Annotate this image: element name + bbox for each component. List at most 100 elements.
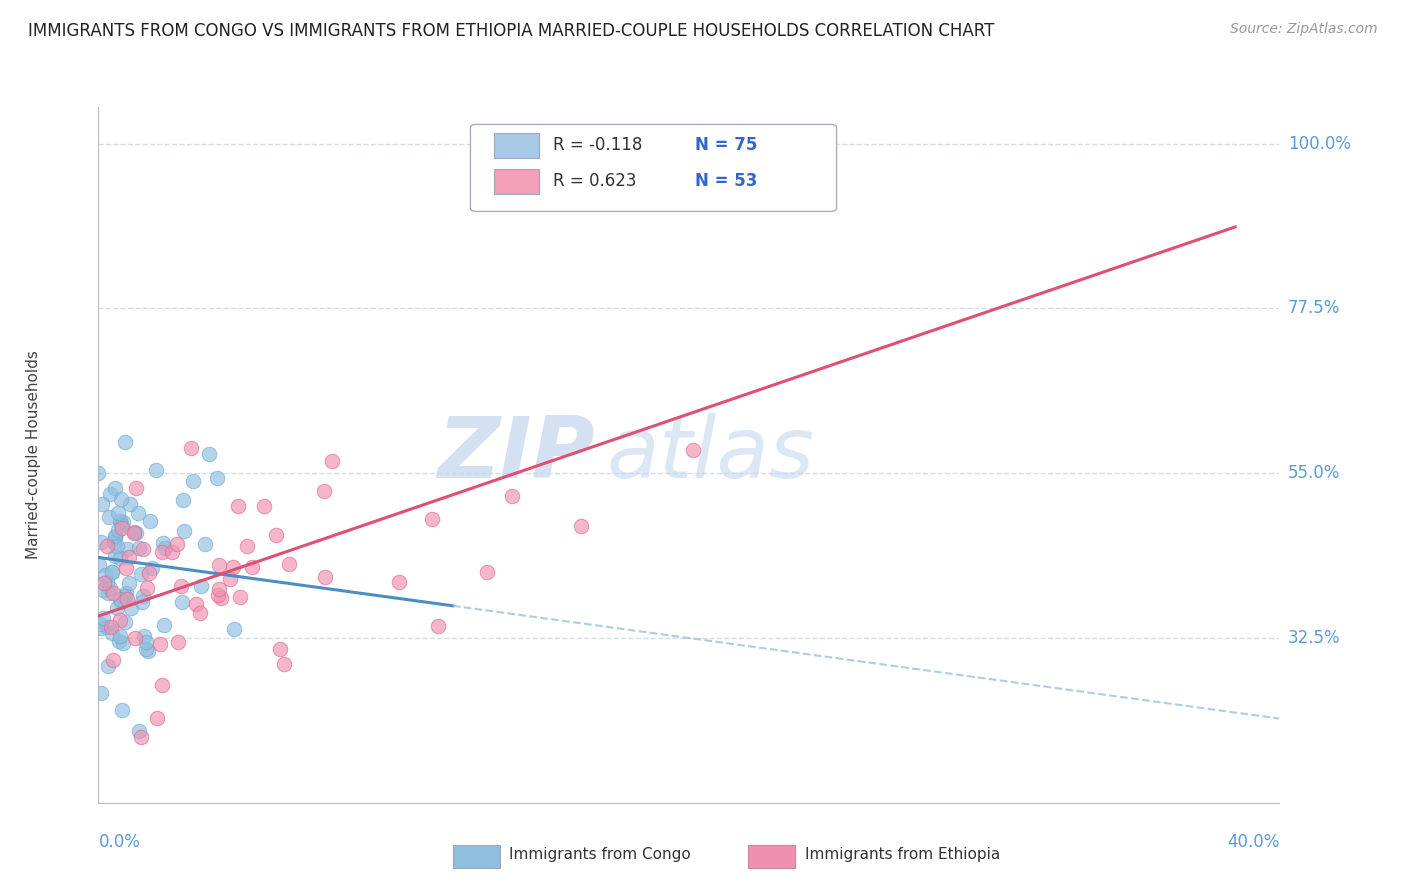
Point: [128, 541, 150, 555]
Point: [104, 531, 127, 545]
Point: [93, 575, 115, 590]
Point: [120, 600, 142, 615]
Point: [569, 519, 592, 533]
Point: [127, 506, 149, 520]
Text: IMMIGRANTS FROM CONGO VS IMMIGRANTS FROM ETHIOPIA MARRIED-COUPLE HOUSEHOLDS CORR: IMMIGRANTS FROM CONGO VS IMMIGRANTS FROM…: [28, 22, 994, 40]
Point: [152, 617, 174, 632]
Point: [181, 474, 204, 488]
Point: [208, 582, 231, 597]
Text: R = 0.623: R = 0.623: [553, 172, 637, 191]
Point: [145, 463, 167, 477]
Point: [100, 487, 122, 501]
Point: [94, 567, 117, 582]
Point: [110, 491, 132, 506]
Point: [101, 653, 124, 667]
Point: [90, 686, 112, 700]
Point: [103, 481, 125, 495]
Point: [145, 711, 167, 725]
Point: [115, 591, 138, 606]
Point: [115, 541, 138, 556]
Point: [120, 497, 142, 511]
Point: [475, 565, 498, 579]
Point: [111, 703, 134, 717]
Point: [180, 442, 202, 456]
Point: [105, 601, 128, 615]
Point: [131, 594, 153, 608]
Point: [108, 613, 131, 627]
Point: [229, 590, 252, 604]
Point: [149, 637, 172, 651]
Point: [226, 500, 249, 514]
Point: [172, 595, 194, 609]
Point: [108, 551, 131, 566]
Text: Married-couple Households: Married-couple Households: [25, 351, 41, 559]
Point: [107, 523, 129, 537]
Point: [96, 574, 118, 589]
Text: Immigrants from Ethiopia: Immigrants from Ethiopia: [804, 847, 1000, 863]
Point: [136, 581, 159, 595]
Text: ZIP: ZIP: [437, 413, 595, 497]
Point: [253, 499, 276, 513]
Text: 32.5%: 32.5%: [1288, 629, 1340, 647]
Point: [170, 579, 193, 593]
Point: [112, 636, 135, 650]
Point: [98, 509, 121, 524]
Point: [103, 535, 125, 549]
Text: N = 53: N = 53: [695, 172, 758, 191]
Point: [190, 579, 212, 593]
Point: [150, 678, 173, 692]
Point: [138, 566, 160, 581]
Point: [173, 524, 195, 539]
Point: [96, 620, 118, 634]
Point: [222, 623, 245, 637]
Point: [207, 588, 229, 602]
Point: [89, 616, 111, 631]
Point: [128, 723, 150, 738]
Point: [222, 560, 245, 574]
Text: 77.5%: 77.5%: [1288, 300, 1340, 318]
Point: [125, 482, 148, 496]
Point: [100, 566, 122, 580]
Point: [152, 535, 174, 549]
Point: [100, 565, 122, 579]
Point: [136, 643, 159, 657]
Point: [208, 558, 231, 573]
Point: [219, 572, 242, 586]
Point: [420, 512, 443, 526]
Point: [96, 539, 118, 553]
Point: [107, 540, 129, 554]
Point: [166, 537, 188, 551]
Point: [682, 443, 704, 458]
Point: [114, 589, 136, 603]
Point: [172, 492, 194, 507]
Point: [388, 574, 411, 589]
Text: 100.0%: 100.0%: [1288, 135, 1351, 153]
Text: N = 75: N = 75: [695, 136, 758, 154]
Point: [132, 541, 155, 556]
Point: [117, 576, 139, 591]
Point: [194, 536, 217, 550]
Point: [235, 539, 257, 553]
Point: [152, 545, 174, 559]
Point: [188, 606, 211, 620]
Point: [108, 634, 131, 648]
Point: [131, 730, 153, 744]
Point: [93, 611, 115, 625]
Point: [132, 629, 155, 643]
Point: [160, 545, 183, 559]
Text: 55.0%: 55.0%: [1288, 464, 1340, 483]
FancyBboxPatch shape: [453, 846, 501, 868]
Point: [122, 524, 145, 539]
FancyBboxPatch shape: [748, 846, 796, 868]
Point: [114, 615, 136, 629]
Point: [98, 581, 121, 595]
Point: [135, 642, 157, 657]
Text: 0.0%: 0.0%: [98, 833, 141, 851]
Point: [87, 466, 110, 480]
Text: Source: ZipAtlas.com: Source: ZipAtlas.com: [1230, 22, 1378, 37]
Point: [427, 618, 450, 632]
Text: 40.0%: 40.0%: [1227, 833, 1279, 851]
Point: [111, 515, 134, 529]
Point: [273, 657, 295, 671]
Point: [205, 471, 228, 485]
